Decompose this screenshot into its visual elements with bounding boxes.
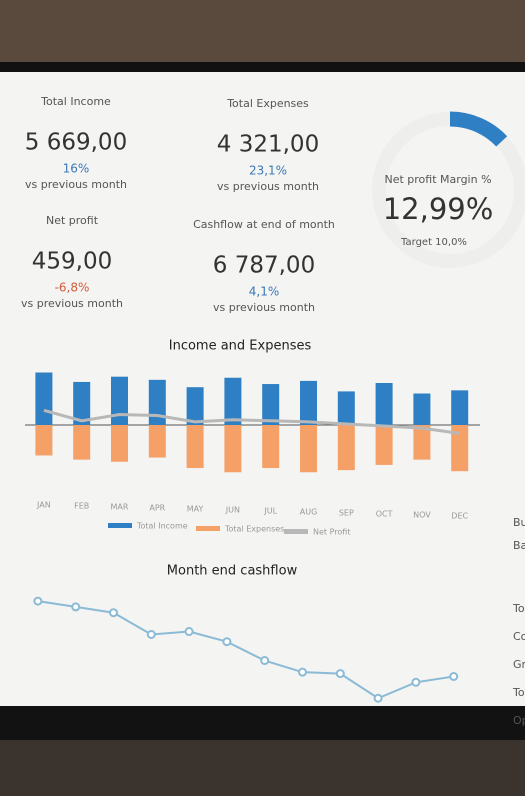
gauge-target: Target 10,0% [400,237,467,248]
kpi-value: 5 669,00 [25,130,127,156]
point [184,627,194,637]
side-label: Co [513,630,525,643]
legend-swatch [196,526,220,531]
x-tick-label: JAN [36,501,51,510]
kpi-title: Total Income [40,95,111,108]
point [109,608,118,618]
legend-swatch [284,529,308,534]
x-tick-label: APR [149,504,165,513]
x-tick-label: AUG [300,508,318,517]
point [449,672,459,681]
background [0,740,525,796]
kpi-value: 459,00 [32,249,112,275]
kpi-change: 4,1% [249,285,280,299]
kpi-change: -6,8% [55,281,90,295]
x-tick-label: FEB [74,502,89,511]
bar [111,376,128,425]
bar [73,425,91,460]
point [222,637,232,647]
bar [451,425,469,472]
gauge-arc [449,111,508,147]
bezel [0,706,525,740]
gauge-value: 12,99% [383,192,494,226]
side-label: Op [513,714,525,727]
bar [300,425,317,473]
bar [35,372,53,425]
x-tick-label: OCT [376,510,393,519]
x-tick-label: JUN [225,506,240,515]
bar [111,425,128,462]
bar [148,425,166,458]
kpi-change: 16% [63,162,90,176]
side-label: To [512,602,525,615]
bar [224,425,242,473]
bar [262,425,280,469]
chart-title: Month end cashflow [167,564,298,579]
bar [337,391,355,425]
x-tick-label: JUL [263,507,277,516]
bar [73,381,91,425]
kpi-note: vs previous month [25,178,127,191]
bar [224,377,242,425]
bar [413,393,431,425]
x-tick-label: MAR [111,503,129,512]
bar [262,384,280,425]
point [71,602,81,612]
kpi-value: 6 787,00 [213,253,315,279]
point [373,693,383,703]
net-profit-line [43,408,460,435]
x-tick-label: DEC [451,512,468,521]
kpi-note: vs previous month [213,301,315,314]
kpi-change: 23,1% [249,164,287,178]
bar [186,425,204,469]
kpi-value: 4 321,00 [217,132,319,158]
side-label: To [512,686,525,699]
bar [300,380,317,425]
gauge-title: Net profit Margin % [384,173,491,186]
point [260,656,270,666]
legend-swatch [108,523,132,528]
point [335,669,345,679]
x-tick-label: NOV [413,511,431,520]
point [411,677,421,687]
side-label: Gr [513,658,525,671]
x-tick-label: MAY [187,505,204,514]
kpi-title: Total Expenses [226,97,309,110]
side-label: Bu [513,516,525,529]
bar [413,425,431,460]
point [298,667,307,677]
bar [375,425,393,465]
bar [451,390,469,425]
point [146,629,156,639]
bar [35,425,53,456]
bar [375,383,393,425]
chart-title: Income and Expenses [169,339,312,354]
kpi-title: Net profit [46,214,99,227]
bezel [0,62,525,72]
bar [186,387,204,425]
legend-label: Total Expenses [224,525,284,534]
legend-label: Net Profit [313,528,350,537]
kpi-title: Cashflow at end of month [193,218,335,231]
bar [148,379,166,425]
kpi-note: vs previous month [21,297,123,310]
x-tick-label: SEP [339,509,354,518]
kpi-note: vs previous month [217,180,319,193]
side-label: Ba [513,539,525,552]
legend-label: Total Income [136,522,188,531]
bar [337,425,355,471]
background [0,0,525,70]
point [33,596,43,606]
cashflow-line [37,600,454,700]
gauge-hole [386,126,514,254]
